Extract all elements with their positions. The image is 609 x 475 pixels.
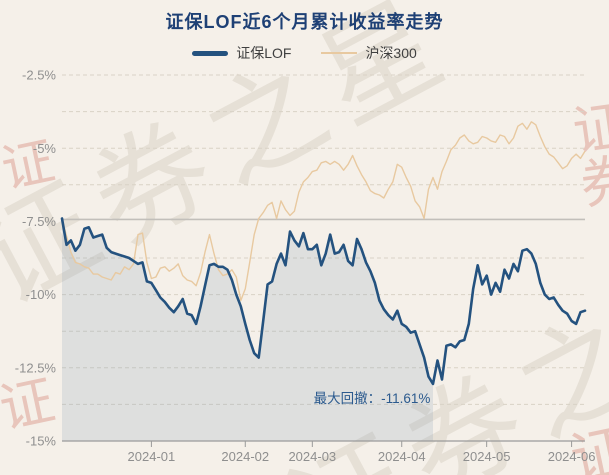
x-axis-label: 2024-03: [288, 449, 336, 464]
x-axis-label: 2024-04: [378, 449, 426, 464]
y-axis-label: -7.5%: [22, 214, 56, 229]
hs300-line: [61, 121, 586, 302]
x-axis-label: 2024-01: [128, 449, 176, 464]
chart-title: 证保LOF近6个月累计收益率走势: [165, 12, 444, 32]
x-axis-label: 2024-05: [463, 449, 511, 464]
hs300-line-swatch-icon: [321, 52, 358, 54]
drawdown-area: [62, 218, 433, 441]
legend-label-lof: 证保LOF: [236, 45, 292, 61]
y-axis-label: -2.5%: [22, 68, 56, 83]
lof-line: [60, 217, 587, 386]
legend-item-hs300[interactable]: 沪深300: [321, 43, 417, 63]
y-axis-label: -5%: [33, 141, 57, 156]
x-axis-label: 2024-02: [221, 449, 269, 464]
y-axis-label: -10%: [26, 287, 57, 302]
chart-legend: 证保LOF 沪深300: [0, 43, 609, 63]
legend-label-hs300: 沪深300: [365, 45, 417, 61]
max-drawdown-annotation: 最大回撤：-11.61%: [313, 391, 431, 406]
y-axis-label: -12.5%: [15, 360, 57, 375]
x-axis-label: 2024-06: [548, 449, 596, 464]
lof-line-swatch-icon: [192, 50, 229, 56]
y-axis-label: -15%: [26, 434, 57, 449]
legend-item-lof[interactable]: 证保LOF: [192, 43, 291, 63]
